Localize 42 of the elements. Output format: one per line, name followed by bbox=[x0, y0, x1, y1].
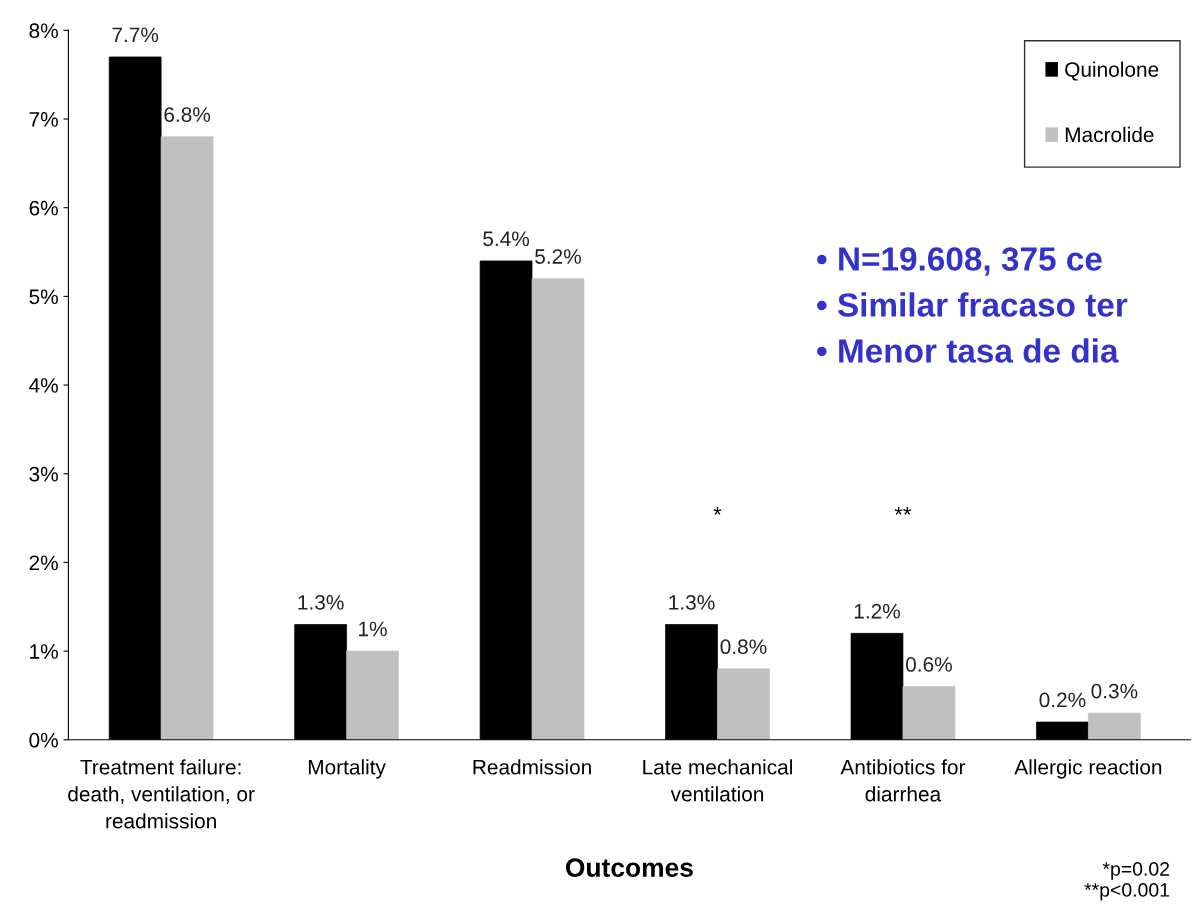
legend-label: Macrolide bbox=[1065, 126, 1154, 143]
y-tick-label: 1% bbox=[30, 644, 58, 659]
data-label: 1.3% bbox=[298, 594, 344, 610]
x-tick-label: Treatment failure: death, ventilation, or readmission bbox=[68, 759, 255, 829]
bar bbox=[717, 668, 770, 740]
text: *p=0.02 **p<0.001 bbox=[1084, 862, 1170, 901]
y-tick-label: 8% bbox=[29, 23, 58, 39]
bar bbox=[1088, 712, 1141, 740]
x-tick-label: Antibiotics for diarrhea bbox=[840, 759, 966, 802]
bar bbox=[160, 136, 214, 740]
data-label: 0.3% bbox=[1091, 683, 1138, 699]
y-tick-label: 0% bbox=[29, 732, 58, 748]
x-axis-title: Outcomes bbox=[565, 858, 693, 877]
data-label: 1.3% bbox=[669, 594, 715, 610]
bar bbox=[346, 650, 399, 740]
x-tick-label: Mortality bbox=[308, 759, 386, 779]
y-tick-label: 3% bbox=[29, 466, 58, 482]
legend-label: Quinolone bbox=[1065, 61, 1159, 81]
y-tick-label: 5% bbox=[29, 289, 58, 305]
x-tick-label: Readmission bbox=[473, 759, 591, 775]
y-tick-label: 4% bbox=[29, 378, 58, 393]
data-label: 0.8% bbox=[720, 639, 767, 655]
data-label: 0.2% bbox=[1039, 692, 1086, 708]
y-tick-label: 7% bbox=[29, 112, 58, 127]
x-tick-label: Late mechanical ventilation bbox=[643, 759, 792, 802]
annotation: • N=19.608, 375 ce bbox=[817, 247, 1102, 276]
data-label: 1% bbox=[359, 621, 387, 637]
data-label: 0.6% bbox=[905, 657, 952, 672]
data-label: 5.2% bbox=[535, 249, 581, 264]
data-label: 6.8% bbox=[164, 107, 211, 122]
bar bbox=[902, 686, 956, 740]
y-tick-label: 2% bbox=[29, 555, 58, 571]
annotation: ** bbox=[894, 507, 912, 515]
data-label: 5.4% bbox=[483, 231, 530, 247]
bar bbox=[531, 278, 585, 740]
annotation: • Menor tasa de dia bbox=[817, 338, 1119, 363]
x-tick-label: Allergic reaction bbox=[1014, 759, 1162, 779]
y-tick-label: 6% bbox=[29, 200, 58, 216]
annotation: * bbox=[713, 507, 722, 515]
data-label: 1.2% bbox=[854, 603, 900, 619]
data-label: 7.7% bbox=[112, 27, 159, 43]
annotation: • Similar fracaso ter bbox=[817, 292, 1128, 317]
